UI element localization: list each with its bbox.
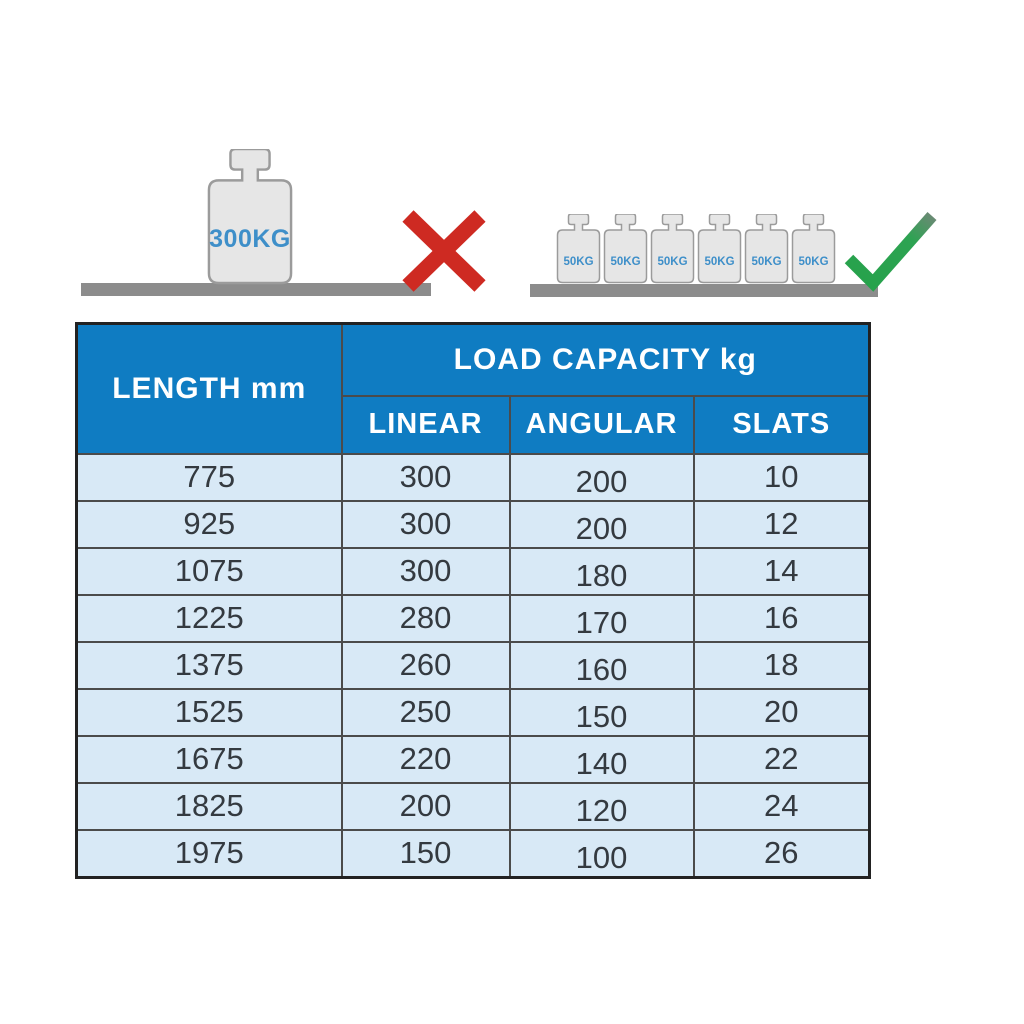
cell-length: 1975 — [75, 828, 343, 878]
weight-label: 50KG — [563, 256, 594, 268]
cell-length: 1225 — [75, 593, 343, 643]
cell-linear: 300 — [340, 499, 511, 549]
cell-angular: 160 — [508, 640, 695, 690]
cell-slats: 14 — [692, 546, 871, 596]
cell-length: 1075 — [75, 546, 343, 596]
table-row: 1525 250 150 20 — [75, 687, 871, 737]
weight-50kg: 50KG — [556, 213, 601, 285]
cell-angular: 200 — [508, 499, 695, 549]
load-capacity-table: LENGTH mm LOAD CAPACITY kg LINEAR ANGULA… — [75, 322, 872, 879]
cell-length: 1825 — [75, 781, 343, 831]
table-row: 1075 300 180 14 — [75, 546, 871, 596]
weight-50kg: 50KG — [697, 213, 742, 285]
weight-shape-icon — [744, 213, 789, 284]
table-row: 1375 260 160 18 — [75, 640, 871, 690]
cell-length: 775 — [75, 452, 343, 502]
cell-slats: 10 — [692, 452, 871, 502]
weight-300kg: 300KG — [206, 149, 294, 286]
cell-linear: 300 — [340, 546, 511, 596]
cell-slats: 18 — [692, 640, 871, 690]
table-row: 1225 280 170 16 — [75, 593, 871, 643]
weight-label: 50KG — [798, 256, 829, 268]
small-weights-group: 50KG 50KG 50KG 50KG — [556, 213, 836, 285]
weight-shape-icon — [791, 213, 836, 284]
cell-angular: 170 — [508, 593, 695, 643]
cell-slats: 24 — [692, 781, 871, 831]
cell-slats: 22 — [692, 734, 871, 784]
cell-linear: 200 — [340, 781, 511, 831]
check-icon — [842, 212, 937, 297]
header-load-capacity: LOAD CAPACITY kg — [340, 322, 871, 397]
weight-shape-icon — [207, 149, 293, 285]
shelf-right — [530, 284, 878, 297]
table-row: 1675 220 140 22 — [75, 734, 871, 784]
weight-shape-icon — [697, 213, 742, 284]
cell-linear: 220 — [340, 734, 511, 784]
weight-50kg: 50KG — [603, 213, 648, 285]
table-header: LENGTH mm LOAD CAPACITY kg LINEAR ANGULA… — [75, 322, 871, 455]
table-row: 775 300 200 10 — [75, 452, 871, 502]
cell-linear: 300 — [340, 452, 511, 502]
cell-angular: 100 — [508, 828, 695, 878]
table-row: 1975 150 100 26 — [75, 828, 871, 878]
header-linear: LINEAR — [340, 394, 511, 455]
cell-slats: 20 — [692, 687, 871, 737]
weight-label: 50KG — [657, 256, 688, 268]
cell-slats: 26 — [692, 828, 871, 878]
cross-icon — [399, 209, 489, 293]
cell-slats: 16 — [692, 593, 871, 643]
weight-50kg: 50KG — [744, 213, 789, 285]
cell-linear: 250 — [340, 687, 511, 737]
cell-length: 925 — [75, 499, 343, 549]
cell-length: 1675 — [75, 734, 343, 784]
cell-linear: 260 — [340, 640, 511, 690]
weight-label: 300KG — [209, 225, 291, 253]
weight-shape-icon — [603, 213, 648, 284]
weight-label: 50KG — [751, 256, 782, 268]
cell-angular: 200 — [508, 452, 695, 502]
weight-label: 50KG — [610, 256, 641, 268]
header-slats: SLATS — [692, 394, 871, 455]
weight-50kg: 50KG — [791, 213, 836, 285]
cell-length: 1525 — [75, 687, 343, 737]
header-length: LENGTH mm — [75, 322, 343, 455]
weight-50kg: 50KG — [650, 213, 695, 285]
cell-length: 1375 — [75, 640, 343, 690]
cell-linear: 150 — [340, 828, 511, 878]
shelf-left — [81, 283, 431, 296]
weight-shape-icon — [556, 213, 601, 284]
table-row: 925 300 200 12 — [75, 499, 871, 549]
table-row: 1825 200 120 24 — [75, 781, 871, 831]
cell-angular: 150 — [508, 687, 695, 737]
weight-label: 50KG — [704, 256, 735, 268]
weight-shape-icon — [650, 213, 695, 284]
cell-linear: 280 — [340, 593, 511, 643]
cell-angular: 140 — [508, 734, 695, 784]
cell-angular: 180 — [508, 546, 695, 596]
cell-angular: 120 — [508, 781, 695, 831]
table-body: 775 300 200 10 925 300 200 12 1075 300 1… — [75, 452, 871, 878]
cell-slats: 12 — [692, 499, 871, 549]
header-angular: ANGULAR — [508, 394, 695, 455]
